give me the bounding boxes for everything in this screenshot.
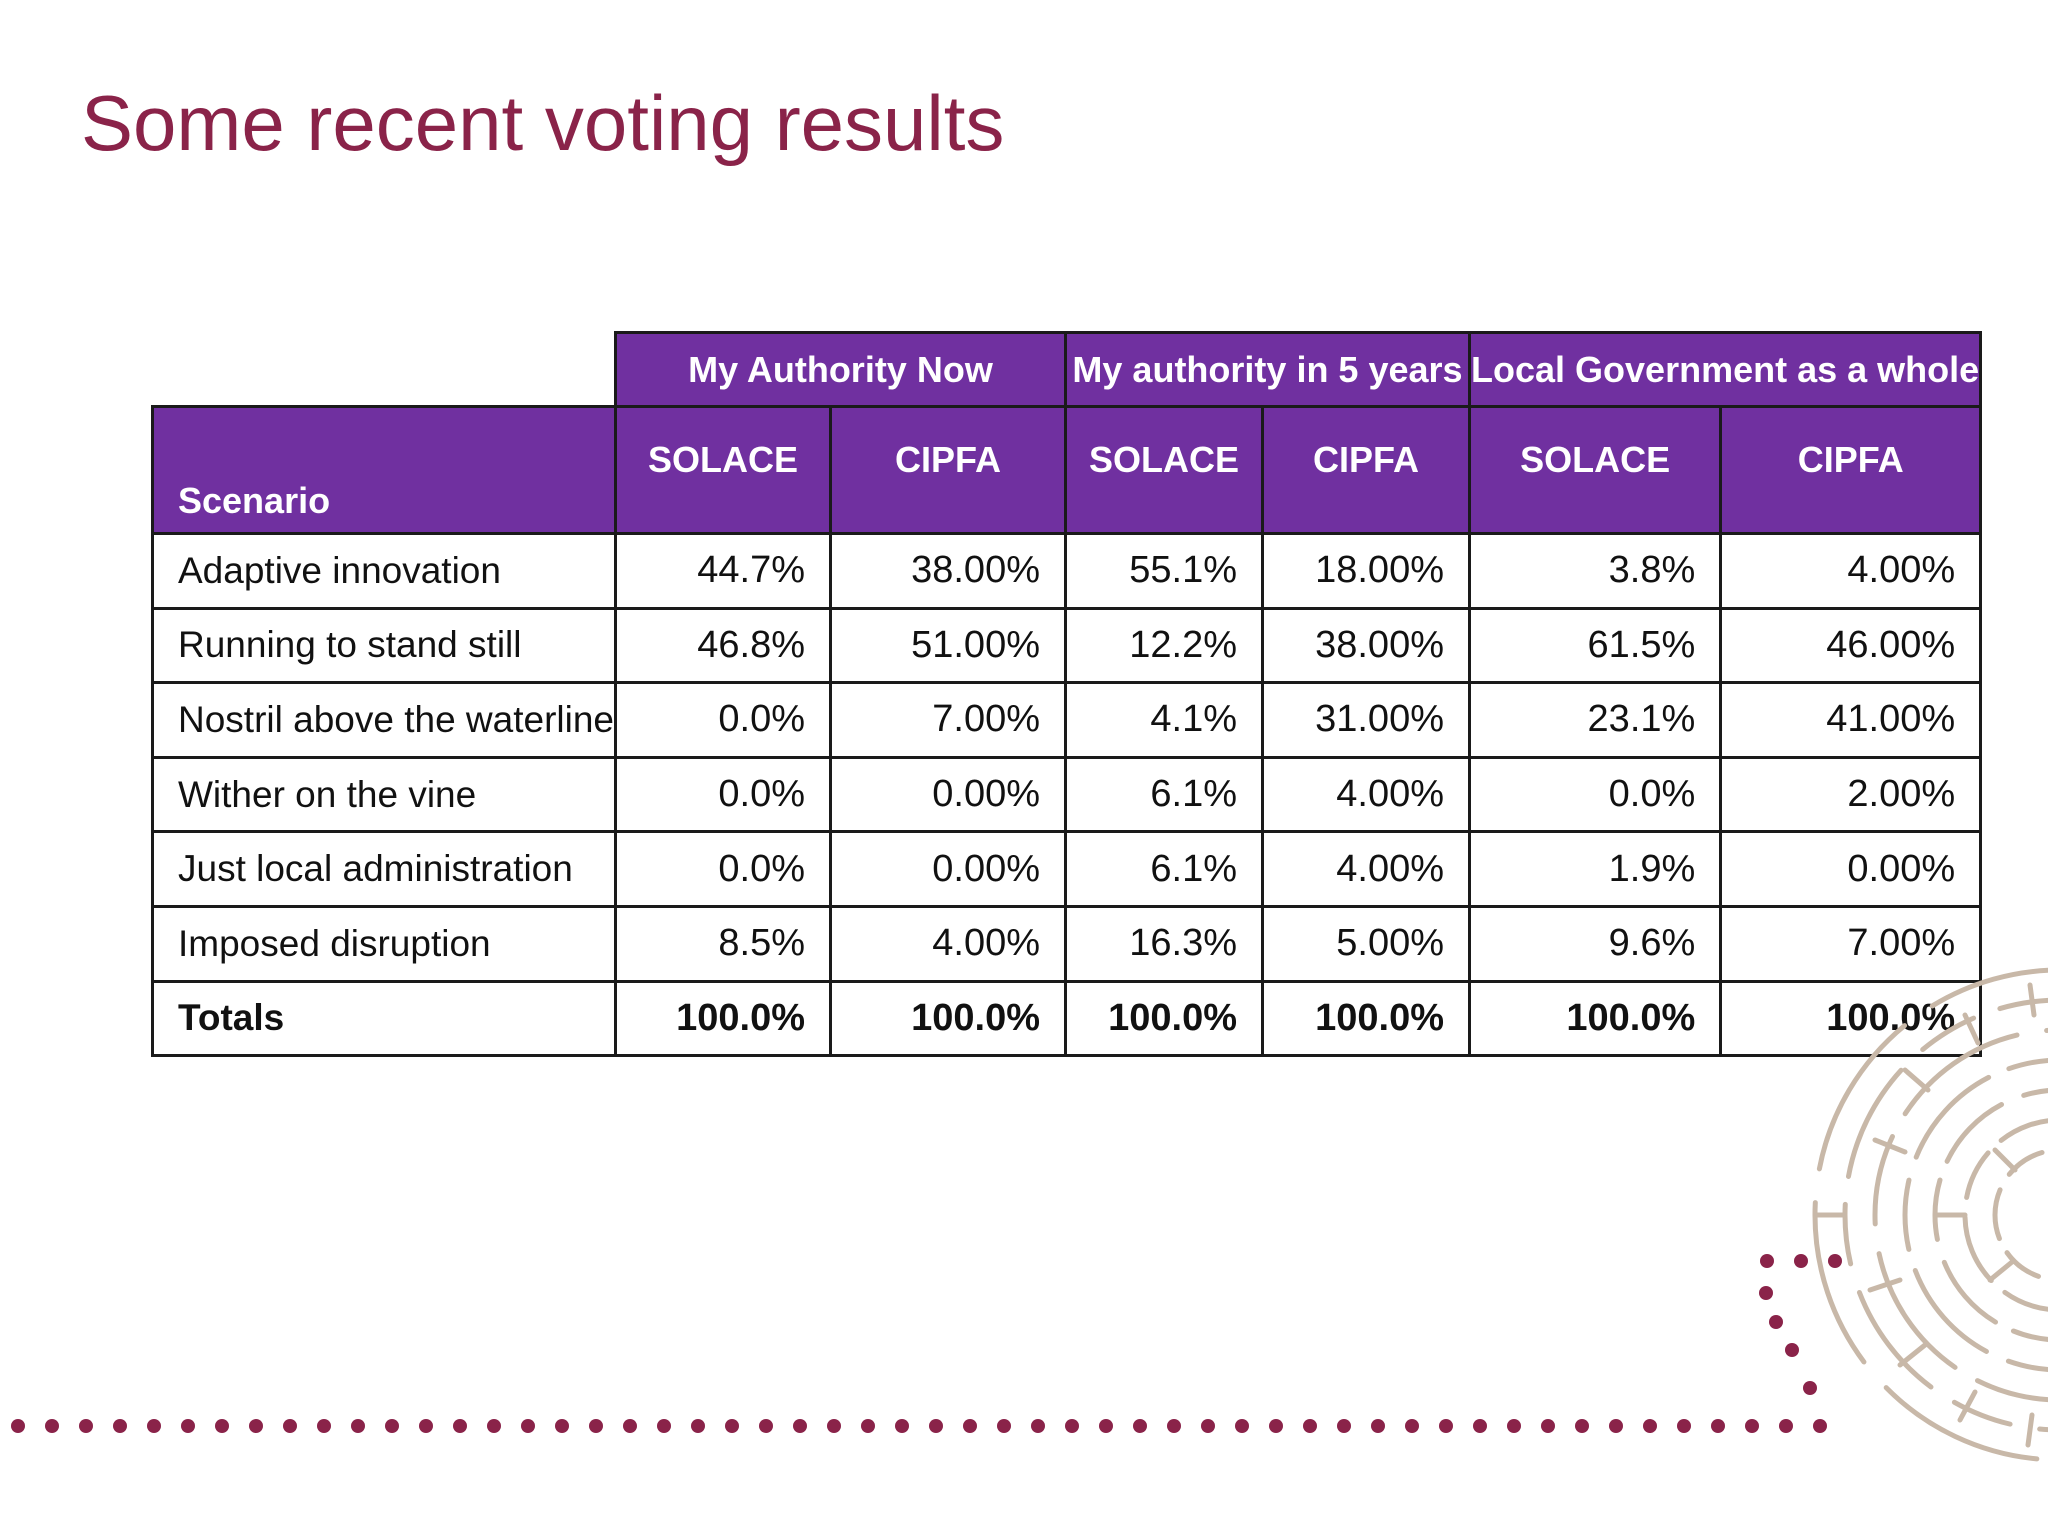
group-header-row: My Authority Now My authority in 5 years… [153, 331, 1983, 408]
total-cell: 100.0% [1467, 979, 1723, 1058]
value-cell: 61.5% [1467, 606, 1723, 685]
value-cell: 44.7% [614, 532, 832, 610]
value-cell: 46.00% [1719, 606, 1983, 685]
sub-header-cipfa: CIPFA [1261, 405, 1471, 535]
group-header-my-authority-in-5-years: My authority in 5 years [1064, 331, 1471, 408]
total-cell: 100.0% [1064, 979, 1264, 1058]
sub-header-cipfa: CIPFA [1719, 405, 1983, 535]
group-header-my-authority-now: My Authority Now [614, 331, 1067, 408]
scenario-label: Imposed disruption [151, 904, 617, 983]
value-cell: 0.00% [1719, 830, 1983, 908]
scenario-label: Just local administration [151, 830, 617, 908]
value-cell: 4.00% [1261, 755, 1471, 834]
voting-results-table: My Authority Now My authority in 5 years… [151, 331, 1983, 1058]
scenario-header: Scenario [151, 405, 617, 535]
value-cell: 18.00% [1261, 532, 1471, 610]
value-cell: 7.00% [829, 681, 1067, 759]
sub-header-cipfa: CIPFA [829, 405, 1067, 535]
total-cell: 100.0% [829, 979, 1067, 1058]
sub-header-row: Scenario SOLACE CIPFA SOLACE CIPFA SOLAC… [151, 405, 1983, 535]
dotted-line [11, 1254, 1842, 1433]
value-cell: 5.00% [1261, 904, 1471, 983]
value-cell: 23.1% [1467, 681, 1723, 759]
value-cell: 38.00% [1261, 606, 1471, 685]
value-cell: 4.00% [1261, 830, 1471, 908]
totals-row: Totals 100.0% 100.0% 100.0% 100.0% 100.0… [151, 979, 1983, 1058]
value-cell: 55.1% [1064, 532, 1264, 610]
value-cell: 51.00% [829, 606, 1067, 685]
value-cell: 1.9% [1467, 830, 1723, 908]
value-cell: 31.00% [1261, 681, 1471, 759]
value-cell: 0.0% [614, 681, 832, 759]
total-cell: 100.0% [1719, 979, 1983, 1058]
sub-header-solace: SOLACE [614, 405, 832, 535]
blank-corner [153, 333, 616, 407]
total-cell: 100.0% [1261, 979, 1471, 1058]
value-cell: 7.00% [1719, 904, 1983, 983]
value-cell: 2.00% [1719, 755, 1983, 834]
value-cell: 46.8% [614, 606, 832, 685]
scenario-label: Running to stand still [151, 606, 617, 685]
table-row: Running to stand still 46.8% 51.00% 12.2… [151, 606, 1983, 685]
table-row: Just local administration 0.0% 0.00% 6.1… [151, 830, 1983, 908]
sub-header-solace: SOLACE [1064, 405, 1264, 535]
slide-title: Some recent voting results [81, 79, 1005, 167]
value-cell: 16.3% [1064, 904, 1264, 983]
value-cell: 4.00% [829, 904, 1067, 983]
value-cell: 41.00% [1719, 681, 1983, 759]
group-header-local-government: Local Government as a whole [1467, 331, 1983, 408]
value-cell: 0.0% [1467, 755, 1723, 834]
value-cell: 12.2% [1064, 606, 1264, 685]
value-cell: 4.1% [1064, 681, 1264, 759]
value-cell: 4.00% [1719, 532, 1983, 610]
value-cell: 6.1% [1064, 830, 1264, 908]
table-row: Adaptive innovation 44.7% 38.00% 55.1% 1… [151, 532, 1983, 610]
value-cell: 0.00% [829, 830, 1067, 908]
value-cell: 0.0% [614, 755, 832, 834]
table-row: Imposed disruption 8.5% 4.00% 16.3% 5.00… [151, 904, 1983, 983]
table-row: Nostril above the waterline 0.0% 7.00% 4… [151, 681, 1983, 759]
value-cell: 38.00% [829, 532, 1067, 610]
sub-header-solace: SOLACE [1467, 405, 1723, 535]
scenario-label: Adaptive innovation [151, 532, 617, 610]
value-cell: 6.1% [1064, 755, 1264, 834]
totals-label: Totals [151, 979, 617, 1058]
value-cell: 8.5% [614, 904, 832, 983]
scenario-label: Wither on the vine [151, 755, 617, 834]
value-cell: 0.0% [614, 830, 832, 908]
scenario-label: Nostril above the waterline [151, 681, 617, 759]
value-cell: 9.6% [1467, 904, 1723, 983]
value-cell: 3.8% [1467, 532, 1723, 610]
total-cell: 100.0% [614, 979, 832, 1058]
value-cell: 0.00% [829, 755, 1067, 834]
table-row: Wither on the vine 0.0% 0.00% 6.1% 4.00%… [151, 755, 1983, 834]
